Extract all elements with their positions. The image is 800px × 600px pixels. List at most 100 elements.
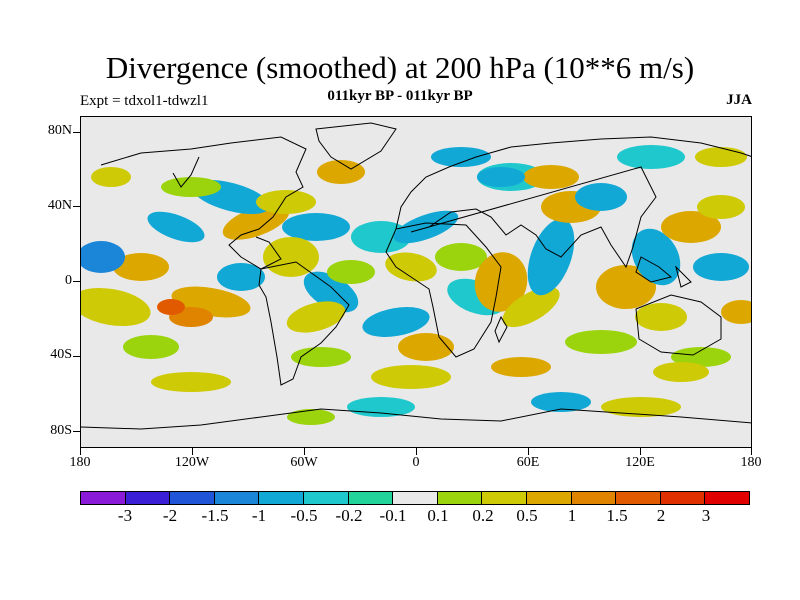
divergence-contour-blob (161, 177, 221, 197)
divergence-contour-blob (502, 286, 560, 328)
divergence-contour-blob (631, 228, 681, 286)
divergence-contour-blob (474, 252, 528, 312)
divergence-contour-blob (151, 372, 231, 392)
divergence-contour-blob (661, 211, 721, 243)
colorbar-swatch (616, 492, 661, 504)
divergence-contour-blob (695, 147, 747, 167)
divergence-contour-blob (653, 362, 709, 382)
divergence-contour-blob (431, 147, 491, 167)
divergence-contour-blob (721, 300, 751, 324)
coastlines (81, 122, 751, 430)
divergence-map (81, 117, 751, 447)
lon-tick-60e (528, 448, 529, 455)
divergence-contour-blob (81, 287, 151, 327)
colorbar-swatch (660, 492, 706, 504)
colorbar-swatch (259, 492, 304, 504)
divergence-contour-blob (282, 213, 350, 241)
colorbar-label: 1 (567, 506, 577, 525)
divergence-contour-blob (91, 167, 131, 187)
colorbar-swatch (437, 492, 483, 504)
divergence-contour-blob (157, 299, 185, 315)
divergence-contour-blob (435, 243, 487, 271)
divergence-contour-blob (693, 253, 749, 281)
divergence-contour-blob (393, 210, 459, 244)
divergence-contour-blob (362, 307, 430, 337)
divergence-contour-blob (565, 330, 637, 354)
lon-tick-0 (416, 448, 417, 455)
time-period-label: 011kyr BP - 011kyr BP (327, 88, 473, 104)
divergence-contour-blob (531, 392, 591, 412)
divergence-contour-blob (477, 167, 525, 187)
divergence-contour-blob (147, 211, 205, 243)
colorbar-swatch (393, 492, 438, 504)
divergence-contour-blob (217, 263, 265, 291)
divergence-contour-blob (123, 335, 179, 359)
colorbar-label: -0.5 (290, 506, 318, 525)
colorbar-label: 0.5 (516, 506, 538, 525)
coastline-greenland (315, 122, 397, 170)
colorbar-swatch (705, 492, 749, 504)
lat-tick-80s (73, 431, 80, 432)
divergence-contour-blob (617, 145, 685, 169)
divergence-contour-blob (575, 183, 627, 211)
colorbar-swatch (482, 492, 527, 504)
colorbar-swatch (348, 492, 394, 504)
colorbar-label: -0.2 (335, 506, 363, 525)
lon-tick-120e (640, 448, 641, 455)
lon-label-180w: 180 (69, 455, 91, 470)
lat-tick-40n (73, 206, 80, 207)
divergence-contour-blob (263, 237, 319, 277)
lon-label-120w: 120W (174, 455, 210, 470)
lon-label-0: 0 (412, 455, 420, 470)
season-label: JJA (726, 92, 752, 108)
divergence-contour-blob (303, 271, 359, 313)
coastline-australia (635, 294, 722, 356)
divergence-contour-blob (527, 218, 575, 296)
coastline-south-america (258, 261, 350, 386)
colorbar-swatch (125, 492, 171, 504)
coastline-africa (385, 222, 502, 358)
lat-label-40n: 40N (47, 198, 72, 213)
colorbar-swatch (81, 492, 126, 504)
divergence-contour-blob (287, 409, 335, 425)
lat-label-80n: 80N (47, 123, 72, 138)
lon-tick-180e (751, 448, 752, 455)
lon-tick-60w (304, 448, 305, 455)
coastline-europe-asia (395, 136, 751, 269)
lat-tick-80n (73, 132, 80, 133)
colorbar (80, 491, 750, 505)
lat-label-0: 0 (65, 273, 72, 288)
divergence-contour-blob (635, 303, 687, 331)
colorbar-label: -2 (162, 506, 178, 525)
colorbar-label: 1.5 (606, 506, 628, 525)
experiment-label: Expt = tdxol1-tdwzl1 (80, 93, 209, 109)
divergence-contour-blob (385, 252, 437, 282)
divergence-contour-blob (327, 260, 375, 284)
divergence-contour-blob (671, 347, 731, 367)
lat-label-80s: 80S (50, 423, 72, 438)
colorbar-swatch (303, 492, 349, 504)
coastline-antarctica (81, 408, 751, 430)
colorbar-swatch (526, 492, 572, 504)
divergence-contour-blob (523, 165, 579, 189)
colorbar-label: 0.1 (427, 506, 449, 525)
divergence-contour-blob (347, 397, 415, 417)
lon-tick-180w (80, 448, 81, 455)
divergence-contour-blob (601, 397, 681, 417)
map-plot-area (80, 116, 752, 448)
divergence-contour-blob (113, 253, 169, 281)
colorbar-swatch (214, 492, 260, 504)
divergence-contour-blob (222, 204, 290, 240)
lon-tick-120w (192, 448, 193, 455)
divergence-contour-blob (371, 365, 451, 389)
coastline-madagascar (494, 315, 508, 344)
divergence-field (81, 145, 751, 425)
lat-tick-40s (73, 356, 80, 357)
divergence-contour-blob (256, 190, 316, 214)
lon-label-60e: 60E (516, 455, 540, 470)
colorbar-label: -3 (117, 506, 133, 525)
colorbar-label: 0.2 (472, 506, 494, 525)
divergence-contour-blob (291, 347, 351, 367)
colorbar-label: 2 (656, 506, 666, 525)
colorbar-swatch (571, 492, 617, 504)
